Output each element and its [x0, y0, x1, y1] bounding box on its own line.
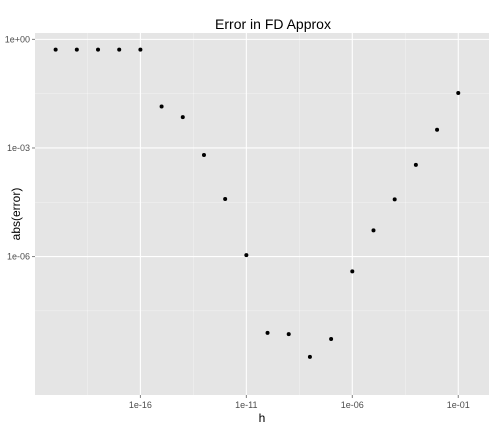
y-tick-label: 1e-06 — [7, 252, 30, 262]
x-tick-label: 1e-16 — [129, 400, 152, 410]
data-point — [117, 47, 122, 52]
data-point — [371, 228, 376, 233]
data-point — [307, 354, 312, 359]
data-point — [138, 47, 143, 52]
data-point — [159, 104, 164, 109]
chart-title: Error in FD Approx — [215, 16, 331, 32]
data-point — [180, 115, 185, 120]
data-point — [456, 91, 461, 96]
data-points — [53, 47, 461, 359]
data-point — [74, 47, 79, 52]
data-point — [329, 336, 334, 341]
x-tick-label: 1e-01 — [447, 400, 470, 410]
x-axis-title: h — [259, 411, 266, 425]
data-point — [286, 332, 291, 337]
data-point — [201, 152, 206, 157]
data-point — [53, 47, 58, 52]
data-point — [413, 162, 418, 167]
x-tick-label: 1e-11 — [235, 400, 257, 410]
data-point — [96, 47, 101, 52]
grid-minor-lines — [35, 33, 489, 395]
x-tick-label: 1e-06 — [341, 400, 364, 410]
data-point — [265, 330, 270, 335]
x-axis: 1e-16 1e-11 1e-06 1e-01 — [129, 395, 470, 410]
data-point — [223, 196, 228, 201]
data-point — [350, 269, 355, 274]
data-point — [392, 197, 397, 202]
plot-panel — [35, 33, 489, 395]
y-tick-label: 1e-03 — [7, 143, 30, 153]
y-tick-label: 1e+00 — [5, 34, 30, 44]
y-axis: 1e+00 1e-03 1e-06 — [5, 34, 35, 262]
data-point — [435, 127, 440, 132]
y-axis-title: abs(error) — [9, 188, 23, 241]
data-point — [244, 253, 249, 258]
